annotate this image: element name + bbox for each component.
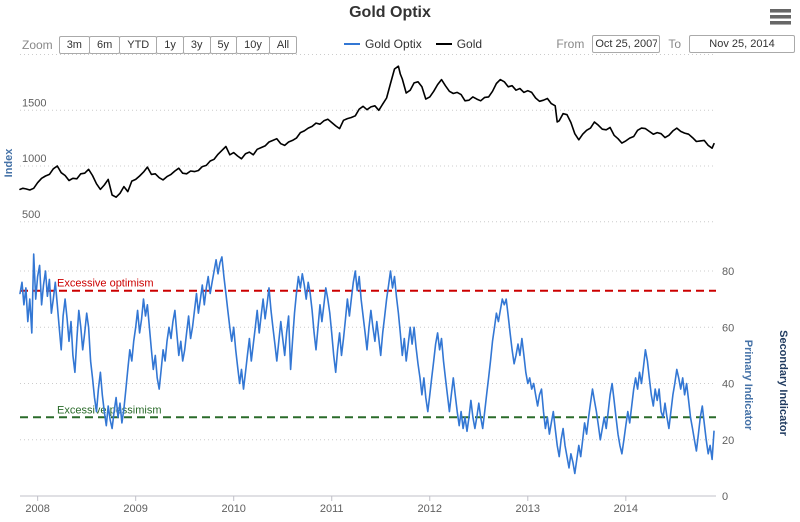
zoom-button-3m[interactable]: 3m (58, 36, 90, 54)
page-title: Gold Optix (349, 4, 431, 21)
secondary-indicator-axis-title: Secondary Indicator (777, 330, 789, 436)
legend-item-gold-optix[interactable]: Gold Optix (344, 37, 422, 51)
threshold-label: Excessive optimism (57, 278, 154, 290)
from-label: From (556, 37, 585, 51)
y-axis-tick-label: 0 (722, 491, 728, 503)
gold-series-line (19, 65, 715, 198)
chart-legend: Gold Optix Gold (344, 37, 496, 51)
menu-bar (769, 21, 791, 25)
date-range-group: From To (548, 35, 795, 53)
zoom-buttons-container: 3m 6m YTD 1y 3y 5y 10y All (58, 35, 298, 54)
legend-line-icon (435, 43, 452, 45)
zoom-button-ytd[interactable]: YTD (119, 36, 158, 54)
y-axis-tick-label: 80 (722, 266, 734, 278)
x-axis-tick-label: 2013 (516, 503, 540, 515)
x-axis-tick-label: 2009 (123, 503, 147, 515)
x-axis-tick-label: 2010 (221, 503, 245, 515)
menu-bar (769, 15, 791, 19)
x-axis-tick-label: 2014 (614, 503, 638, 515)
y-axis-tick-label: 40 (722, 379, 734, 391)
hamburger-menu-icon[interactable] (767, 7, 793, 29)
y-axis-tick-label: 500 (22, 209, 40, 221)
x-axis-tick-label: 2011 (320, 503, 344, 515)
zoom-button-6m[interactable]: 6m (88, 36, 121, 54)
toolbar: Zoom 3m 6m YTD 1y 3y 5y 10y All Gold Optix Gold … (0, 33, 800, 55)
x-axis-tick-label: 2012 (418, 503, 442, 515)
y-axis-tick-label: 20 (722, 435, 734, 447)
from-date-input[interactable] (592, 35, 661, 53)
legend-line-icon (344, 43, 360, 45)
zoom-button-1y[interactable]: 1y (156, 36, 184, 54)
legend-label: Gold Optix (365, 37, 422, 51)
zoom-button-5y[interactable]: 5y (209, 36, 238, 54)
gold-optix-series-line (19, 253, 715, 475)
y-axis-tick-label: 1000 (22, 153, 46, 165)
x-axis-tick-label: 2008 (25, 503, 49, 515)
zoom-button-group: Zoom 3m 6m YTD 1y 3y 5y 10y All (22, 35, 298, 54)
y-axis-tick-label: 1500 (22, 97, 46, 109)
legend-label: Gold (456, 37, 483, 51)
zoom-button-10y[interactable]: 10y (236, 36, 270, 54)
legend-item-gold[interactable]: Gold (435, 37, 483, 51)
primary-indicator-axis-title: Primary Indicator (742, 340, 754, 431)
index-axis-title: Index (3, 148, 15, 178)
y-axis-tick-label: 60 (722, 322, 734, 334)
zoom-button-all[interactable]: All (268, 36, 298, 54)
zoom-button-3y[interactable]: 3y (182, 36, 211, 54)
to-date-input[interactable] (689, 35, 795, 53)
zoom-label: Zoom (22, 37, 53, 52)
to-label: To (668, 37, 681, 51)
menu-bar (769, 9, 791, 13)
